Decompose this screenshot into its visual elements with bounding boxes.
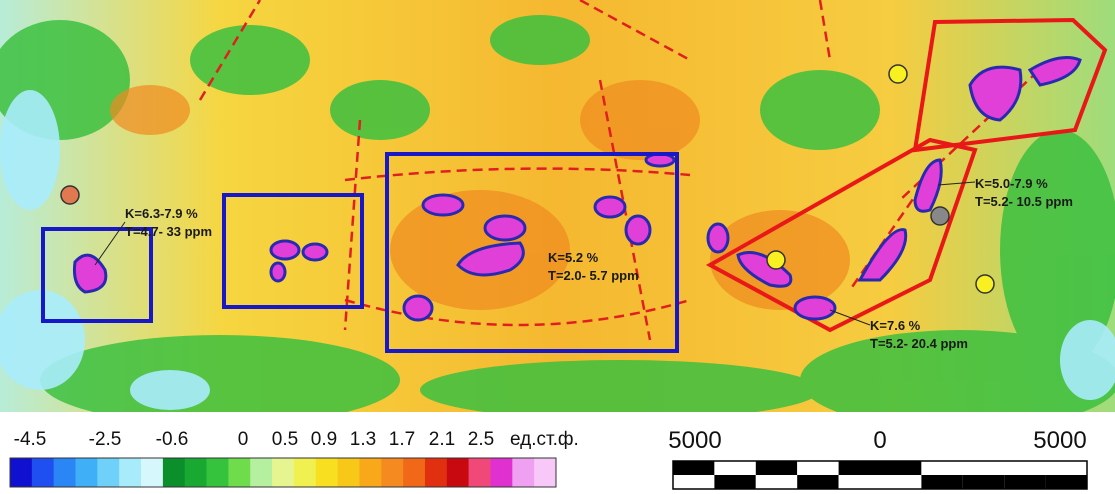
legend-swatch [469,458,491,487]
annotation: T=2.0- 5.7 ppm [548,268,639,283]
legend-swatch [359,458,381,487]
scale-label: 5000 [668,427,721,454]
scale-label: 0 [873,427,886,454]
color-legend: -4.5 -2.5 -0.6 0 0.5 0.9 1.3 1.7 2.1 2.5… [10,429,579,487]
scale-segment [1004,475,1045,489]
legend-tick: -2.5 [89,429,122,450]
scale-segment [797,475,838,489]
scale-segment [921,461,962,475]
legend-swatch [316,458,338,487]
scale-segment [1046,475,1087,489]
legend-swatch [185,458,207,487]
annotation: K=5.2 % [548,250,599,265]
scale-label: 5000 [1033,427,1086,454]
scale-segment [756,461,797,475]
legend-tick: -0.6 [156,429,189,450]
annotation: T=5.2- 20.4 ppm [870,336,968,351]
legend-swatch [534,458,556,487]
legend-swatch [272,458,294,487]
legend-tick: 1.3 [350,429,376,450]
legend-tick: 0 [238,429,249,450]
annotation: K=6.3-7.9 % [125,206,198,221]
legend-swatch [163,458,185,487]
legend-swatch [141,458,163,487]
legend-swatch [54,458,76,487]
legend-unit: ед.ст.ф. [510,429,579,450]
map-area: K=6.3-7.9 % T=4.7- 33 ppm K=5.2 % T=2.0-… [0,0,1115,430]
scale-segment [1004,461,1045,475]
legend-swatch [425,458,447,487]
annotation: T=5.2- 10.5 ppm [975,194,1073,209]
scale-segment [963,461,1004,475]
scale-segment [714,461,755,475]
scale-segment [756,475,797,489]
legend-swatch [490,458,512,487]
legend-swatch [338,458,360,487]
legend-tick: -4.5 [14,429,47,450]
legend-swatch [447,458,469,487]
legend-swatch [403,458,425,487]
map-figure: K=6.3-7.9 % T=4.7- 33 ppm K=5.2 % T=2.0-… [0,0,1115,494]
legend-swatch [10,458,32,487]
scale-bar: 5000 0 5000 [668,427,1087,489]
scale-segment [839,461,880,475]
legend-tick: 0.9 [311,429,337,450]
scale-segment [1046,461,1087,475]
legend-swatch [250,458,272,487]
legend-tick: 0.5 [272,429,298,450]
legend-swatch [76,458,98,487]
scale-segment [839,475,880,489]
legend-tick: 1.7 [389,429,415,450]
scale-segment [714,475,755,489]
scale-segment [963,475,1004,489]
scale-segment [921,475,962,489]
annotation: K=5.0-7.9 % [975,176,1048,191]
legend-swatch [32,458,54,487]
scale-segment [673,461,714,475]
scale-segment [880,461,921,475]
legend-swatch [228,458,250,487]
annotation: T=4.7- 33 ppm [125,224,212,239]
scale-segment [880,475,921,489]
legend-swatch [97,458,119,487]
legend-swatch [512,458,534,487]
legend-swatch [207,458,229,487]
legend-tick: 2.1 [429,429,455,450]
legend-swatch [381,458,403,487]
legend-swatch [119,458,141,487]
scale-segment [673,475,714,489]
legend-swatch [294,458,316,487]
scale-segment [797,461,838,475]
legend-tick: 2.5 [468,429,494,450]
annotation: K=7.6 % [870,318,921,333]
